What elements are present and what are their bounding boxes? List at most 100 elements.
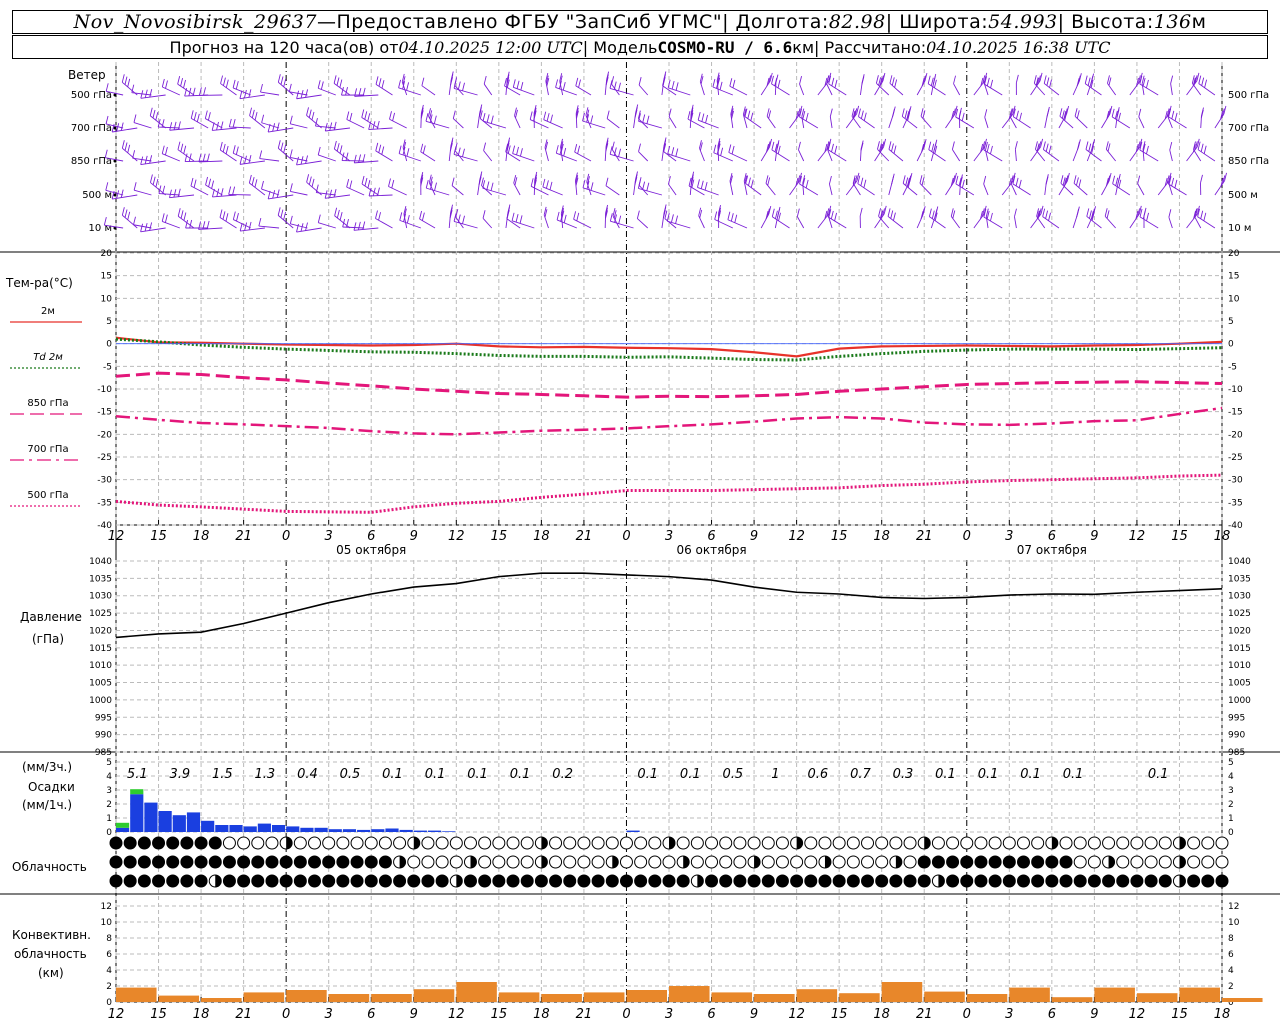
wind-barb — [1200, 174, 1203, 196]
wind-barb-staff — [513, 86, 535, 96]
wind-barb-staff — [290, 190, 308, 196]
wind-barb-feather — [605, 137, 609, 146]
wind-barb-feather — [161, 119, 165, 128]
wind-barb-feather — [1142, 143, 1146, 153]
wind-barb-staff — [829, 183, 833, 196]
wind-barb-feather — [766, 143, 769, 153]
precip-bar — [300, 827, 314, 832]
cloud-cover-symbol — [605, 836, 619, 850]
wind-barb-feather — [324, 122, 328, 132]
wind-level-marker — [113, 159, 117, 163]
conv-y-label: 4 — [1228, 966, 1234, 976]
wind-barb-feather — [922, 110, 926, 119]
wind-barb-feather — [1171, 177, 1175, 187]
precip-y-label: 2 — [1228, 800, 1234, 810]
wind-barb-feather — [699, 73, 703, 82]
wind-barb-feather — [562, 82, 566, 91]
wind-barb-feather — [730, 108, 734, 117]
precip-bar — [399, 829, 413, 832]
wind-barb-feather — [305, 222, 308, 231]
cloud-cover-symbol — [293, 874, 307, 888]
wind-barb-feather — [986, 143, 990, 153]
cloud-circle — [265, 836, 279, 850]
wind-barb-staff — [105, 189, 124, 196]
wind-barb-feather — [606, 110, 610, 119]
cloud-fill — [124, 856, 137, 868]
cloud-cover-symbol — [563, 874, 577, 888]
wind-barb — [1043, 75, 1060, 96]
cloud-cover-symbol — [492, 874, 506, 888]
conv-y-label: 12 — [1228, 902, 1239, 912]
cloud-cover-symbol — [818, 855, 832, 869]
cloud-fill — [1116, 875, 1129, 887]
wind-barb-feather — [276, 122, 280, 131]
wind-barb — [887, 208, 904, 229]
cloud-circle — [577, 855, 591, 869]
precip-y-label: 5 — [106, 758, 112, 768]
precip-bar — [130, 794, 144, 832]
cloud-fill — [124, 875, 137, 887]
wind-barb — [667, 176, 677, 196]
cloud-circle — [393, 836, 407, 850]
wind-barb-staff — [419, 218, 436, 229]
wind-barb-feather — [888, 141, 892, 150]
temp-series-line — [115, 336, 1223, 358]
wind-barb-staff — [1014, 149, 1017, 162]
wind-barb-feather — [169, 189, 172, 198]
wind-barb — [586, 173, 592, 196]
wind-barb-staff — [774, 82, 777, 96]
cloud-circle — [1087, 836, 1101, 850]
wind-barb-staff — [388, 186, 407, 196]
cloud-fill — [322, 856, 335, 868]
wind-barb — [267, 122, 294, 133]
wind-barb — [950, 208, 961, 229]
wind-barb-feather — [1137, 175, 1141, 184]
temp-legend-label: Td 2м — [33, 352, 63, 363]
wind-barb-staff — [398, 87, 421, 96]
wind-barb-staff — [452, 118, 464, 129]
wind-barb-feather — [184, 88, 188, 97]
wind-barb — [177, 141, 195, 162]
wind-barb-feather — [1135, 143, 1139, 153]
x-hour-label: 6 — [367, 529, 375, 544]
wind-barb-feather — [1164, 110, 1168, 120]
wind-barb-feather — [934, 208, 938, 218]
wind-barb-feather — [1203, 145, 1207, 154]
cloud-fill — [861, 875, 874, 887]
cloud-circle — [1016, 836, 1030, 850]
wind-barb-feather — [587, 176, 590, 185]
wind-barb-feather — [575, 177, 579, 186]
wind-barb-feather — [730, 175, 733, 184]
wind-barb — [1014, 208, 1017, 229]
wind-barb — [799, 75, 805, 96]
precip-y-label: 3 — [1228, 786, 1234, 796]
wind-barb — [920, 108, 932, 129]
cloud-cover-symbol — [506, 874, 520, 888]
wind-barb-staff — [185, 160, 209, 163]
wind-barb-feather — [705, 114, 708, 124]
wind-barb-feather — [699, 140, 702, 149]
wind-barb-staff — [483, 83, 493, 96]
wind-barb-feather — [766, 77, 770, 87]
wind-barb — [829, 175, 833, 196]
wind-barb — [1072, 139, 1081, 162]
wind-barb-feather — [277, 207, 281, 216]
wind-barb — [277, 140, 294, 162]
cloud-fill — [677, 875, 690, 887]
cloud-cover-symbol — [648, 874, 662, 888]
wind-barb — [296, 89, 322, 100]
wind-barb-feather — [267, 190, 271, 200]
cloud-fill — [138, 837, 151, 849]
cloud-cover-symbol — [591, 874, 605, 888]
wind-barb — [699, 73, 705, 96]
conv-y-label: 0 — [1228, 998, 1234, 1008]
wind-barb — [698, 207, 705, 229]
wind-barb-feather — [574, 143, 578, 153]
x-hour-label: 12 — [1129, 529, 1146, 544]
cloud-cover-symbol — [619, 874, 633, 888]
wind-barb-feather — [1088, 210, 1092, 219]
wind-barb-feather — [663, 143, 667, 152]
cloud-circle — [634, 836, 648, 850]
wind-barb-feather — [260, 83, 263, 93]
